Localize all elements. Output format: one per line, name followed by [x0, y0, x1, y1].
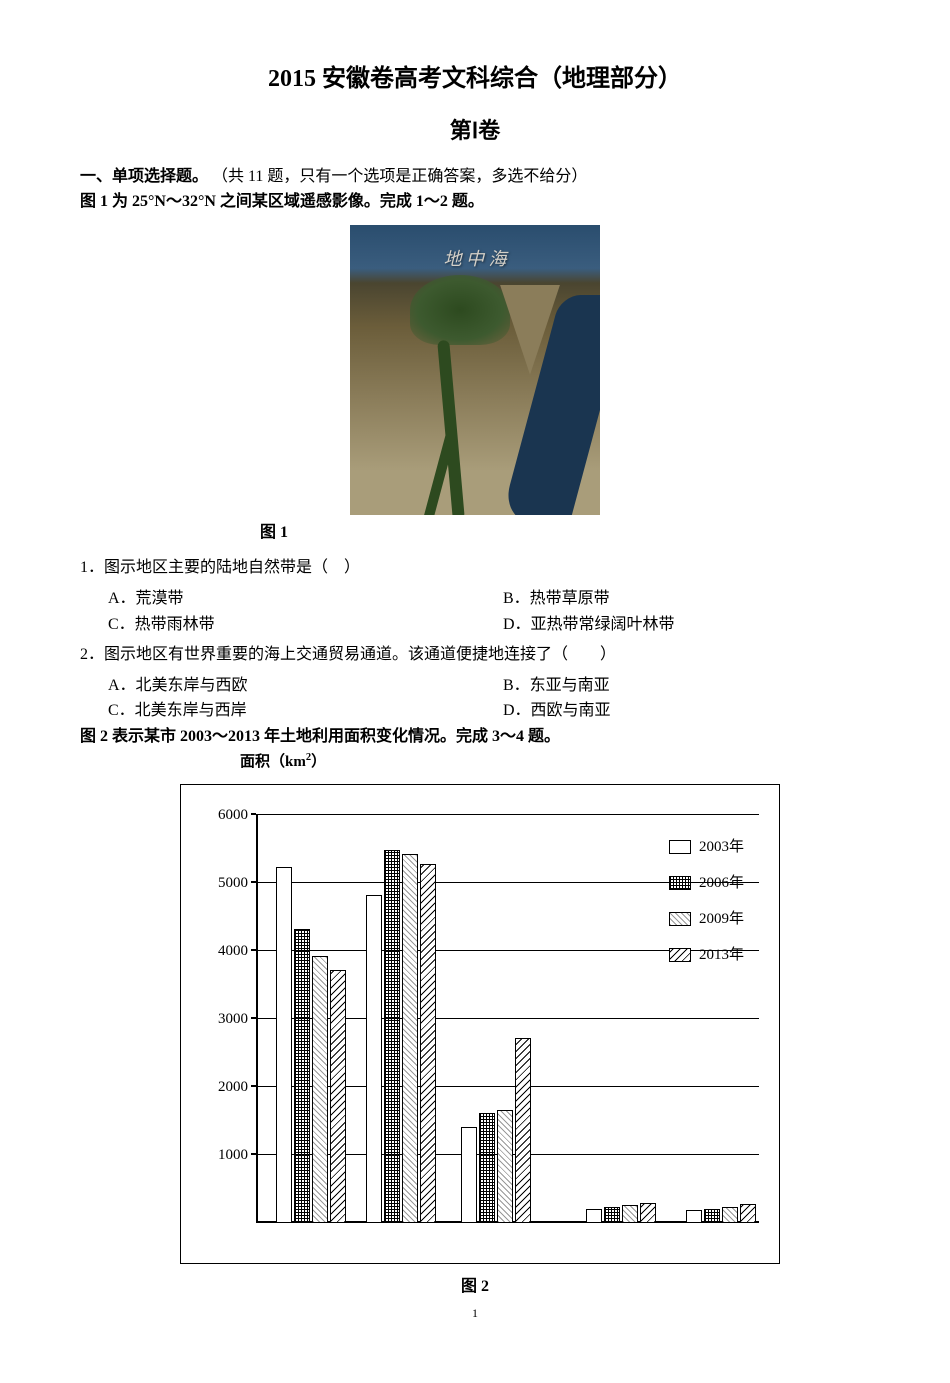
- legend-label: 2003年: [699, 835, 744, 859]
- y-tick-label: 2000: [218, 1075, 248, 1099]
- sub-title: 第Ⅰ卷: [80, 113, 870, 148]
- bar-2003: [366, 895, 382, 1223]
- q2-option-c: C．北美东岸与西岸: [80, 698, 475, 724]
- figure1-container: 地 中 海 图 1: [80, 225, 870, 546]
- bar-2013: [420, 864, 436, 1223]
- bar-2009: [402, 854, 418, 1223]
- red-sea: [499, 295, 600, 515]
- figure2-chart: 1000 2000 3000 4000 5000 6000 2003年 2006年 2009年…: [180, 784, 780, 1264]
- page-number: 1: [80, 1304, 870, 1323]
- y-tick: [251, 813, 256, 815]
- q1-option-d: D．亚热带常绿阔叶林带: [475, 612, 870, 638]
- bar-group: [461, 1038, 533, 1223]
- q1-option-c: C．热带雨林带: [80, 612, 475, 638]
- q2-stem: 2．图示地区有世界重要的海上交通贸易通道。该通道便捷地连接了（ ）: [80, 642, 870, 668]
- section-instruction: （共 11 题，只有一个选项是正确答案，多选不给分）: [212, 168, 587, 185]
- bar-2013: [515, 1038, 531, 1223]
- nile-delta: [410, 275, 510, 345]
- bar-2003: [461, 1127, 477, 1223]
- q2-option-b: B．东亚与南亚: [475, 673, 870, 699]
- bar-group: [276, 867, 348, 1222]
- legend-label: 2009年: [699, 907, 744, 931]
- y-tick: [251, 1017, 256, 1019]
- passage1-intro: 图 1 为 25°N～32°N 之间某区域遥感影像。完成 1～2 题。: [80, 189, 870, 215]
- legend-swatch: [669, 840, 691, 854]
- section-line: 一、单项选择题。 （共 11 题，只有一个选项是正确答案，多选不给分）: [80, 164, 870, 190]
- chart-ylabel: 面积（km2）: [240, 750, 870, 774]
- bar-2013: [640, 1203, 656, 1222]
- gridline: [256, 814, 759, 815]
- figure1-image: 地 中 海: [350, 225, 600, 515]
- y-tick-label: 1000: [218, 1143, 248, 1167]
- legend-label: 2006年: [699, 871, 744, 895]
- legend-item: 2009年: [669, 907, 744, 931]
- bar-2009: [312, 956, 328, 1223]
- legend-label: 2013年: [699, 943, 744, 967]
- q1-stem: 1．图示地区主要的陆地自然带是（ ）: [80, 555, 870, 581]
- bar-2006: [384, 850, 400, 1222]
- bar-2003: [686, 1210, 702, 1222]
- bar-2013: [740, 1204, 756, 1222]
- sea-label: 地 中 海: [444, 245, 507, 274]
- figure1-label: 图 1: [260, 520, 870, 546]
- q2-options: A．北美东岸与西欧 B．东亚与南亚 C．北美东岸与西岸 D．西欧与南亚: [80, 673, 870, 724]
- y-tick-label: 6000: [218, 803, 248, 827]
- bar-group: [366, 850, 438, 1222]
- q1-options: A．荒漠带 B．热带草原带 C．热带雨林带 D．亚热带常绿阔叶林带: [80, 586, 870, 637]
- bar-2006: [604, 1207, 620, 1222]
- bar-2013: [330, 970, 346, 1223]
- y-tick: [251, 881, 256, 883]
- bar-2006: [294, 929, 310, 1223]
- section-header: 一、单项选择题。: [80, 168, 208, 185]
- y-tick-label: 4000: [218, 939, 248, 963]
- y-tick-label: 5000: [218, 871, 248, 895]
- bar-2003: [276, 867, 292, 1222]
- q2-option-a: A．北美东岸与西欧: [80, 673, 475, 699]
- legend-swatch: [669, 876, 691, 890]
- main-title: 2015 安徽卷高考文科综合（地理部分）: [80, 60, 870, 98]
- bar-2006: [704, 1209, 720, 1223]
- chart-legend: 2003年 2006年 2009年 2013年: [664, 830, 749, 984]
- bar-2003: [586, 1209, 602, 1223]
- y-axis: [256, 815, 258, 1223]
- figure2-label: 图 2: [80, 1274, 870, 1300]
- legend-swatch: [669, 912, 691, 926]
- y-tick-label: 3000: [218, 1007, 248, 1031]
- bar-2009: [722, 1207, 738, 1223]
- q1-option-a: A．荒漠带: [80, 586, 475, 612]
- passage2-intro: 图 2 表示某市 2003～2013 年土地利用面积变化情况。完成 3～4 题。: [80, 724, 870, 750]
- legend-item: 2003年: [669, 835, 744, 859]
- bar-group: [586, 1203, 658, 1222]
- y-tick: [251, 1085, 256, 1087]
- bar-2009: [622, 1205, 638, 1222]
- q2-option-d: D．西欧与南亚: [475, 698, 870, 724]
- legend-item: 2013年: [669, 943, 744, 967]
- bar-group: [686, 1204, 758, 1222]
- legend-item: 2006年: [669, 871, 744, 895]
- bar-2006: [479, 1113, 495, 1222]
- y-tick: [251, 949, 256, 951]
- legend-swatch: [669, 948, 691, 962]
- bar-2009: [497, 1110, 513, 1223]
- q1-option-b: B．热带草原带: [475, 586, 870, 612]
- y-tick: [251, 1153, 256, 1155]
